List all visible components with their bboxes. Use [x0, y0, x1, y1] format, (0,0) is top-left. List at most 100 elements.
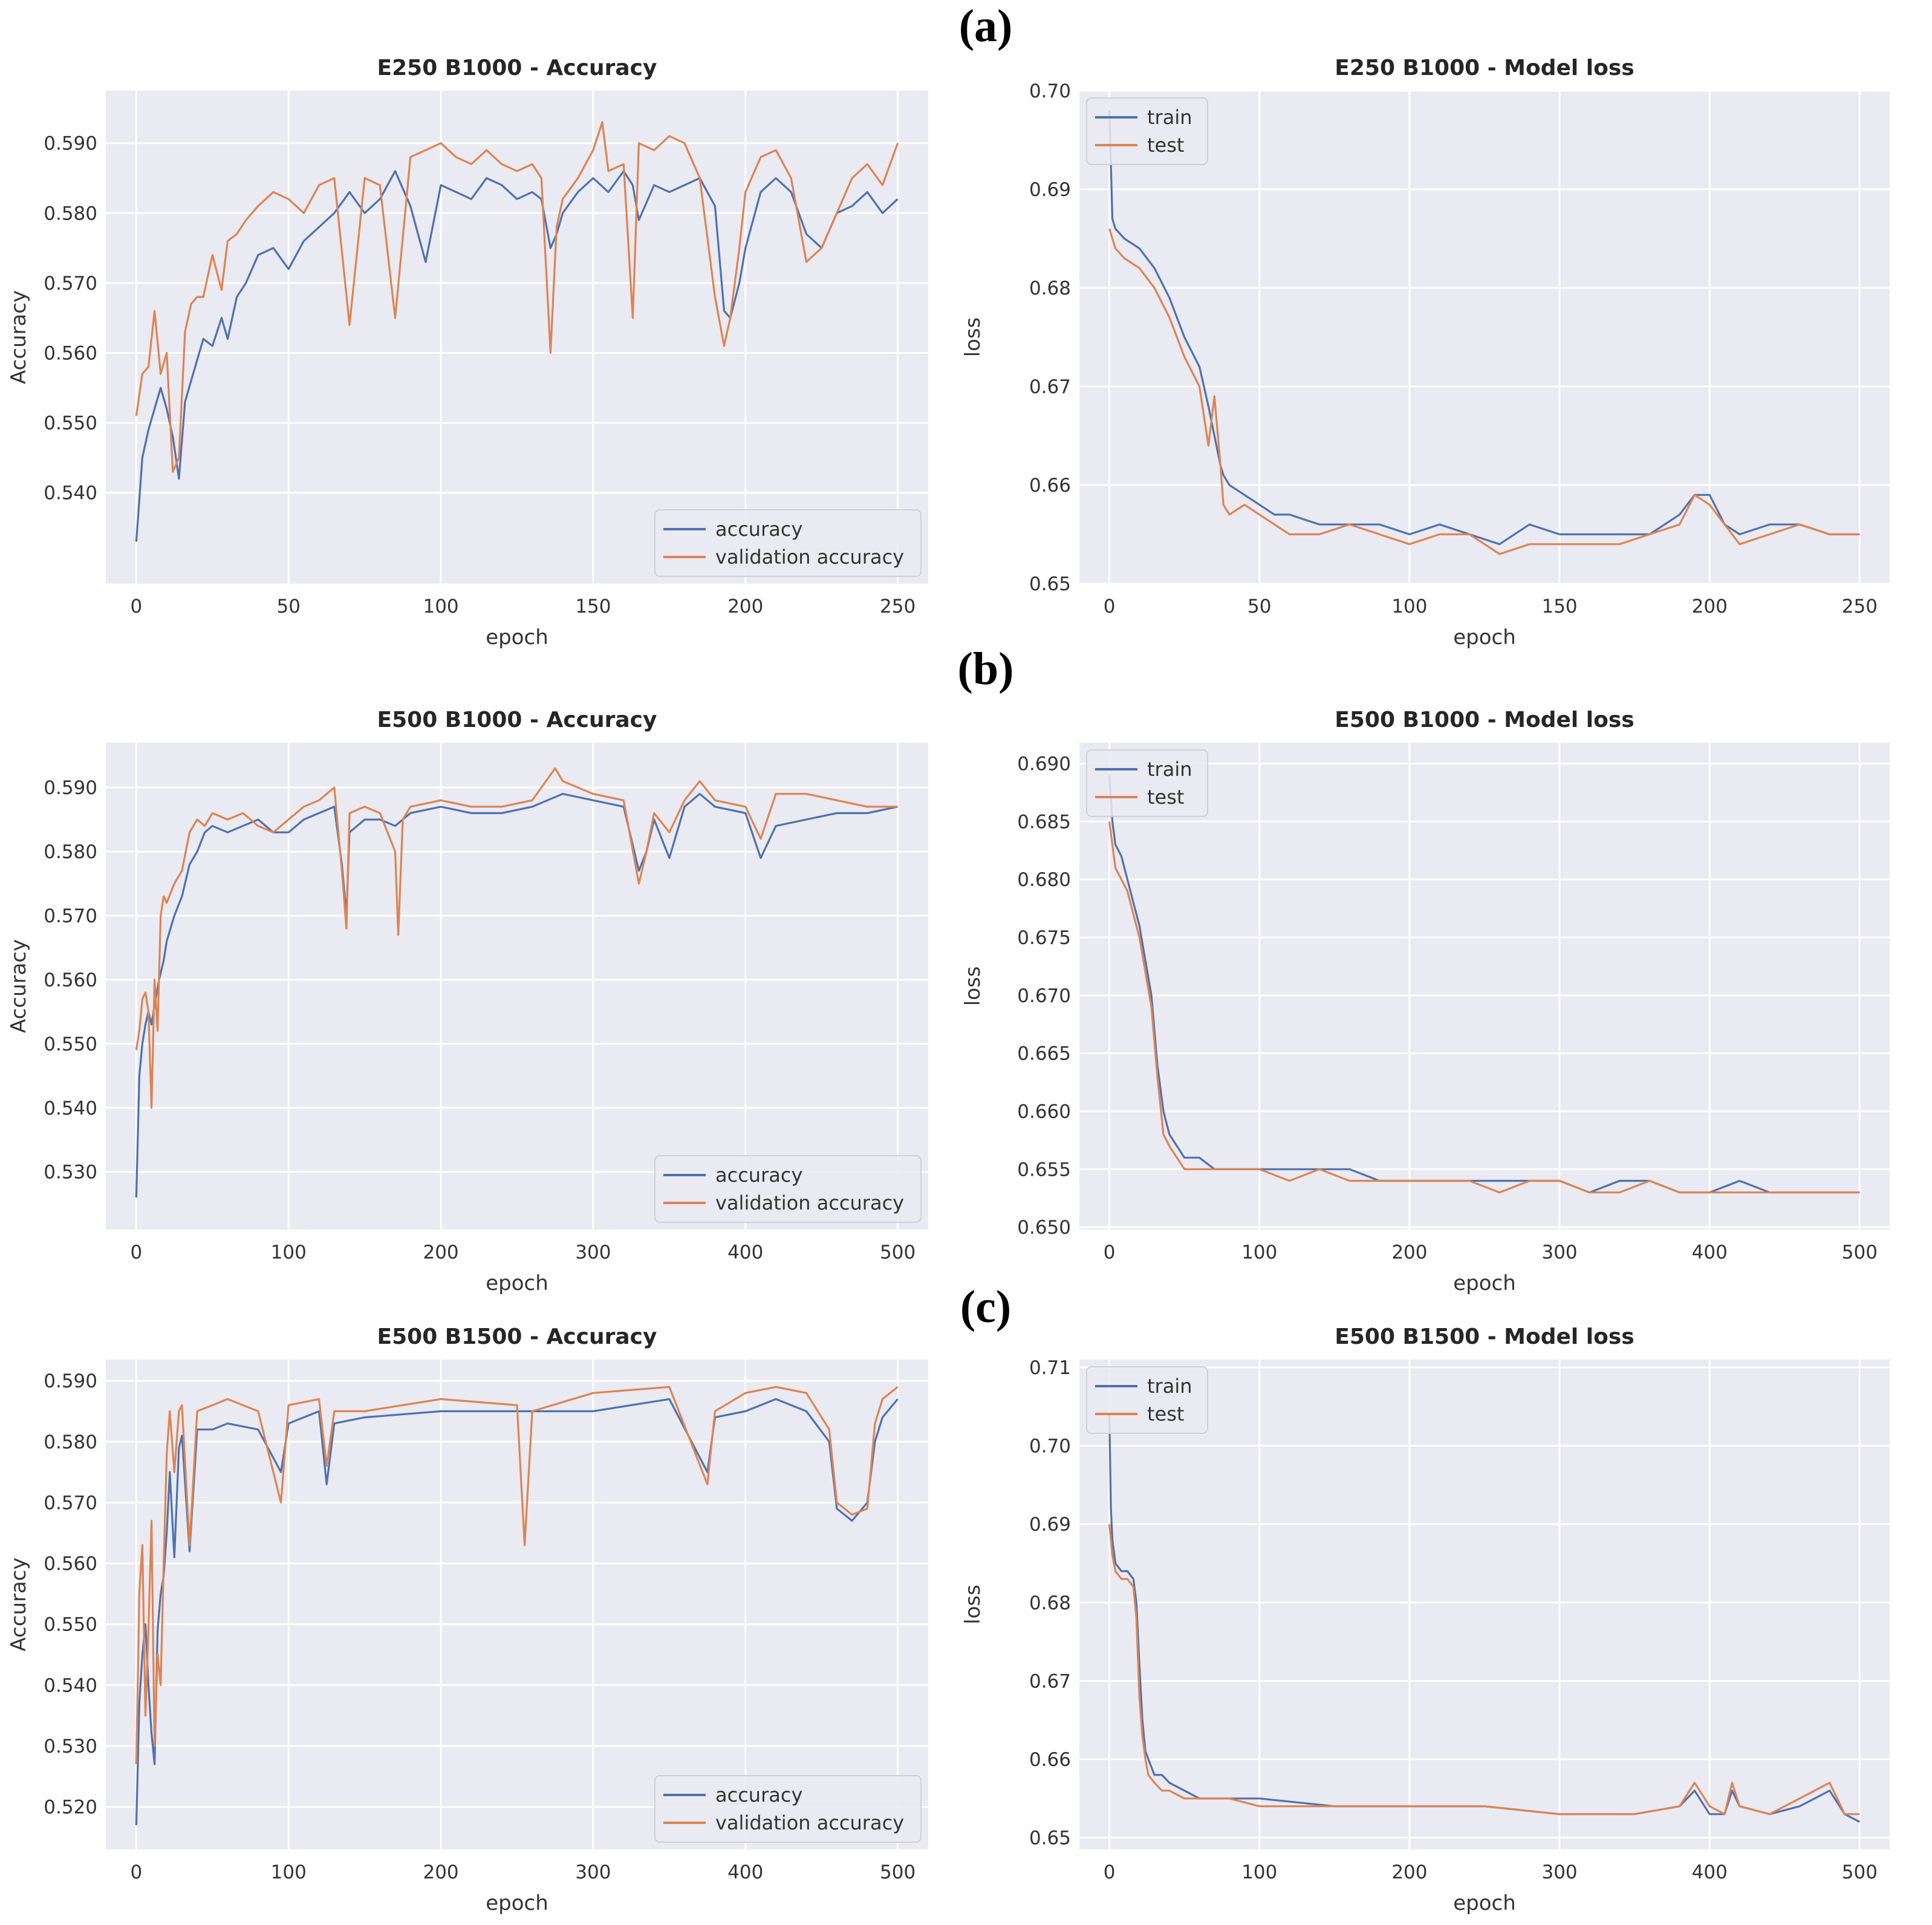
chart-title: E500 B1500 - Model loss [1335, 1324, 1634, 1349]
legend: train test [1086, 97, 1208, 165]
x-tick-label: 200 [1391, 1861, 1427, 1883]
y-tick-label: 0.660 [1017, 1101, 1071, 1123]
y-tick-label: 0.540 [44, 1098, 97, 1119]
panel-label-c: (c) [960, 1282, 1012, 1332]
panel-label-a: (a) [958, 1, 1013, 51]
x-tick-label: 300 [575, 1861, 611, 1883]
x-tick-label: 300 [1541, 1242, 1577, 1263]
x-axis-label: epoch [486, 625, 548, 650]
legend: accuracy validation accuracy [654, 509, 922, 577]
y-tick-label: 0.560 [44, 343, 97, 365]
legend-label: test [1147, 1402, 1184, 1425]
x-tick-label: 100 [1241, 1861, 1277, 1883]
y-tick-label: 0.69 [1029, 1514, 1071, 1536]
x-tick-label: 200 [1692, 596, 1728, 617]
x-tick-label: 200 [423, 1242, 458, 1263]
x-tick-label: 500 [880, 1861, 916, 1883]
legend: accuracy validation accuracy [654, 1155, 922, 1223]
legend-label: validation accuracy [715, 1191, 904, 1214]
y-tick-label: 0.68 [1029, 1592, 1071, 1614]
legend-label: test [1147, 786, 1184, 809]
y-tick-label: 0.560 [44, 1553, 97, 1575]
x-tick-label: 0 [1104, 596, 1116, 617]
legend: train test [1086, 1366, 1208, 1434]
x-tick-label: 400 [1692, 1861, 1728, 1883]
y-tick-label: 0.550 [44, 412, 97, 434]
y-tick-label: 0.65 [1029, 1828, 1071, 1849]
y-tick-label: 0.590 [44, 1370, 97, 1392]
x-tick-label: 200 [423, 1861, 458, 1883]
series-line-test [1108, 821, 1860, 1194]
y-tick-label: 0.560 [44, 969, 97, 991]
legend-box [654, 509, 922, 577]
legend-box [654, 1155, 922, 1223]
x-tick-label: 200 [1391, 1242, 1427, 1263]
legend-box [1086, 749, 1208, 817]
x-tick-label: 100 [271, 1242, 307, 1263]
y-tick-label: 0.570 [44, 273, 97, 295]
x-tick-label: 500 [1842, 1861, 1878, 1883]
y-axis-label: Accuracy [7, 290, 31, 384]
x-tick-label: 250 [1842, 596, 1878, 617]
y-tick-label: 0.670 [1017, 985, 1071, 1007]
y-tick-label: 0.680 [1017, 869, 1071, 891]
plot-area [1079, 743, 1890, 1230]
chart-2: 0.65 0.66 0.67 0.68 0.69 0.70 0 50 100 150 200 250 E… [961, 56, 1890, 650]
x-tick-label: 300 [575, 1242, 611, 1263]
legend-label: test [1147, 134, 1184, 157]
y-axis-label: loss [961, 1585, 985, 1624]
y-tick-label: 0.685 [1017, 811, 1071, 833]
y-tick-label: 0.530 [44, 1736, 97, 1757]
y-tick-label: 0.66 [1029, 1749, 1071, 1771]
legend-label: train [1147, 1375, 1192, 1398]
x-axis-label: epoch [1453, 1271, 1516, 1295]
plot-area [1079, 1360, 1890, 1849]
chart-title: E500 B1000 - Model loss [1335, 708, 1634, 732]
y-tick-label: 0.71 [1029, 1357, 1071, 1379]
y-tick-label: 0.690 [1017, 754, 1071, 775]
legend-label: train [1147, 758, 1192, 781]
y-axis-label: loss [961, 318, 985, 357]
legend-box [654, 1775, 922, 1843]
x-tick-label: 150 [575, 596, 611, 617]
x-tick-label: 500 [1842, 1242, 1878, 1263]
legend-label: accuracy [715, 1783, 802, 1806]
x-tick-label: 0 [1104, 1861, 1116, 1883]
y-tick-label: 0.66 [1029, 475, 1071, 497]
y-tick-label: 0.67 [1029, 1670, 1071, 1692]
x-tick-label: 100 [1241, 1242, 1277, 1263]
y-tick-label: 0.67 [1029, 376, 1071, 398]
legend-label: validation accuracy [715, 546, 904, 568]
plot-area [1079, 91, 1890, 584]
y-axis-label: Accuracy [7, 939, 31, 1033]
plot-area [106, 743, 928, 1230]
chart-title: E500 B1000 - Accuracy [377, 708, 657, 732]
x-tick-label: 400 [727, 1242, 763, 1263]
y-tick-label: 0.70 [1029, 80, 1071, 102]
x-tick-label: 300 [1541, 1861, 1577, 1883]
y-tick-label: 0.580 [44, 841, 97, 863]
chart-title: E250 B1000 - Accuracy [377, 56, 657, 80]
legend-box [1086, 1366, 1208, 1434]
legend-box [1086, 97, 1208, 165]
y-axis-label: Accuracy [7, 1557, 31, 1651]
x-tick-label: 100 [271, 1861, 307, 1883]
y-tick-label: 0.69 [1029, 179, 1071, 201]
series-line-test [1108, 1524, 1860, 1816]
x-tick-label: 500 [880, 1242, 916, 1263]
chart-4: 0.650 0.655 0.660 0.665 0.670 0.675 0.680 0.685… [961, 708, 1890, 1295]
chart-3: 0.530 0.540 0.550 0.560 0.570 0.580 0.590 0 100 2… [7, 708, 928, 1295]
chart-6: 0.65 0.66 0.67 0.68 0.69 0.70 0.71 0 100 200 300 40… [961, 1324, 1890, 1915]
y-tick-label: 0.580 [44, 203, 97, 224]
y-tick-label: 0.590 [44, 133, 97, 155]
x-tick-label: 0 [131, 1861, 143, 1883]
y-tick-label: 0.540 [44, 483, 97, 504]
x-tick-label: 100 [1391, 596, 1427, 617]
series-line-validation-accuracy [135, 121, 899, 473]
y-tick-label: 0.590 [44, 777, 97, 799]
series-line-test [1108, 228, 1860, 555]
legend-label: accuracy [715, 1164, 802, 1187]
y-tick-label: 0.68 [1029, 278, 1071, 299]
legend-label: accuracy [715, 518, 802, 541]
